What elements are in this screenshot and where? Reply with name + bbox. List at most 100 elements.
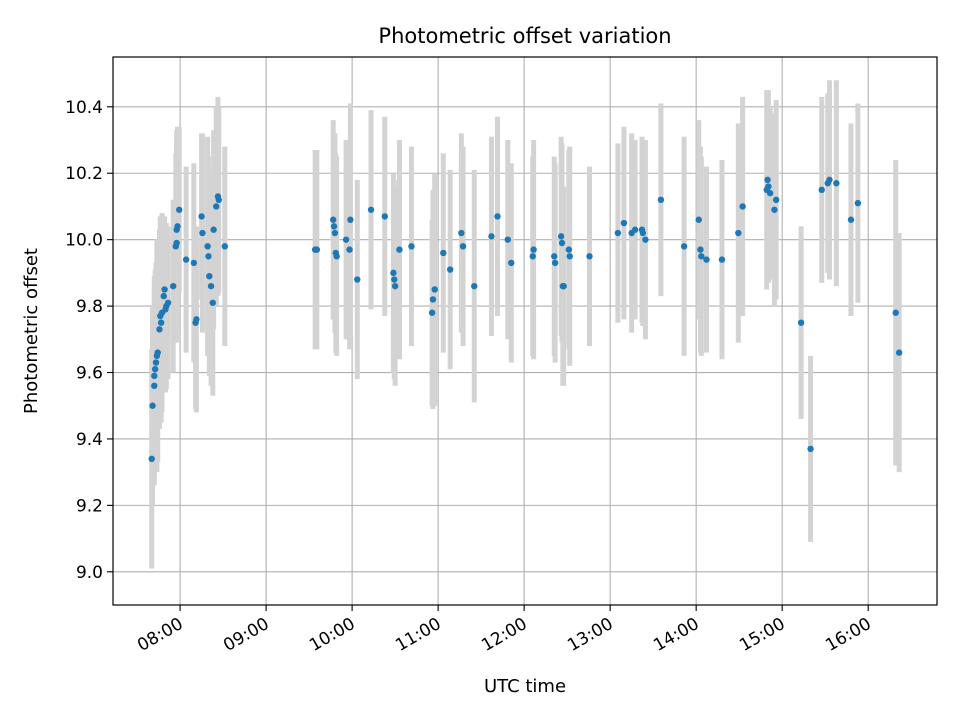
data-point: [156, 326, 163, 333]
data-point: [695, 216, 702, 223]
data-point: [221, 243, 229, 250]
data-point: [508, 259, 515, 267]
y-tick-label: 9.6: [76, 364, 103, 384]
data-point: [703, 256, 710, 263]
data-point: [772, 196, 780, 204]
data-point: [205, 253, 212, 260]
data-point: [797, 319, 805, 326]
x-axis-label: UTC time: [484, 676, 566, 697]
data-point: [620, 219, 628, 227]
data-point: [330, 223, 338, 230]
y-tick-label: 10.0: [65, 231, 103, 251]
data-points: [148, 176, 903, 463]
data-point: [680, 243, 688, 250]
data-point: [765, 183, 772, 190]
data-point: [347, 216, 354, 223]
data-point: [766, 189, 774, 197]
data-point: [529, 253, 536, 260]
data-point: [161, 286, 168, 293]
data-point: [642, 236, 649, 243]
data-point: [354, 276, 361, 283]
data-point: [639, 229, 647, 237]
data-point: [818, 186, 825, 194]
y-tick-label: 9.2: [76, 496, 103, 516]
data-point: [173, 239, 180, 247]
data-point: [213, 203, 220, 210]
data-point: [494, 213, 501, 220]
data-point: [157, 319, 165, 326]
data-point: [190, 259, 198, 267]
data-point: [391, 276, 398, 283]
data-point: [614, 229, 622, 237]
data-point: [381, 213, 388, 220]
data-point: [151, 382, 158, 389]
data-point: [193, 316, 200, 323]
data-point: [558, 239, 566, 247]
data-point: [149, 402, 156, 409]
data-point: [459, 243, 467, 250]
y-tick-label: 9.4: [76, 430, 103, 450]
data-point: [329, 216, 337, 223]
data-point: [428, 309, 436, 316]
data-point: [551, 253, 558, 260]
data-point: [390, 269, 397, 277]
data-point: [446, 266, 454, 273]
y-tick-label: 9.8: [76, 297, 103, 317]
data-point: [391, 282, 399, 290]
data-point: [367, 206, 375, 213]
data-point: [530, 246, 537, 253]
data-point: [176, 206, 183, 213]
data-point: [826, 176, 833, 184]
data-point: [895, 349, 903, 356]
data-point: [764, 176, 771, 184]
data-point: [560, 282, 567, 290]
data-point: [771, 206, 778, 213]
data-point: [718, 256, 726, 263]
data-point: [207, 282, 215, 290]
data-point: [206, 273, 213, 280]
data-point: [148, 455, 155, 463]
data-point: [657, 196, 665, 204]
data-point: [209, 299, 216, 306]
data-point: [735, 229, 742, 237]
data-point: [170, 282, 177, 290]
data-point: [698, 253, 705, 260]
data-point: [431, 286, 438, 293]
data-point: [198, 213, 205, 220]
data-point: [488, 233, 495, 240]
data-point: [892, 309, 899, 316]
plot-frame: [112, 56, 938, 606]
data-point: [333, 253, 340, 260]
y-tick-label: 10.2: [65, 164, 103, 184]
data-point: [151, 372, 158, 380]
data-point: [154, 349, 161, 356]
data-point: [199, 229, 206, 237]
y-axis: 9.0 9.2 9.4 9.6 9.8 10.0 10.2 10.4: [65, 98, 113, 583]
data-point: [396, 246, 403, 253]
data-point: [504, 236, 511, 243]
data-point: [331, 229, 339, 237]
y-tick-label: 10.4: [65, 98, 103, 118]
data-point: [566, 253, 573, 260]
chart-title: Photometric offset variation: [378, 24, 671, 48]
data-point: [807, 445, 814, 453]
data-point: [565, 246, 573, 253]
data-point: [342, 236, 350, 243]
data-point: [586, 253, 593, 260]
data-point: [346, 246, 353, 253]
data-point: [557, 233, 565, 240]
data-point: [152, 359, 160, 366]
data-point: [182, 256, 190, 263]
data-point: [408, 243, 415, 250]
data-point: [174, 223, 181, 230]
data-point: [854, 199, 862, 207]
data-point: [471, 282, 478, 290]
data-point: [151, 365, 159, 373]
data-point: [697, 246, 704, 253]
data-point: [739, 203, 746, 210]
data-point: [551, 259, 559, 267]
data-point: [210, 226, 217, 233]
data-point: [833, 180, 840, 187]
data-point: [164, 299, 172, 306]
